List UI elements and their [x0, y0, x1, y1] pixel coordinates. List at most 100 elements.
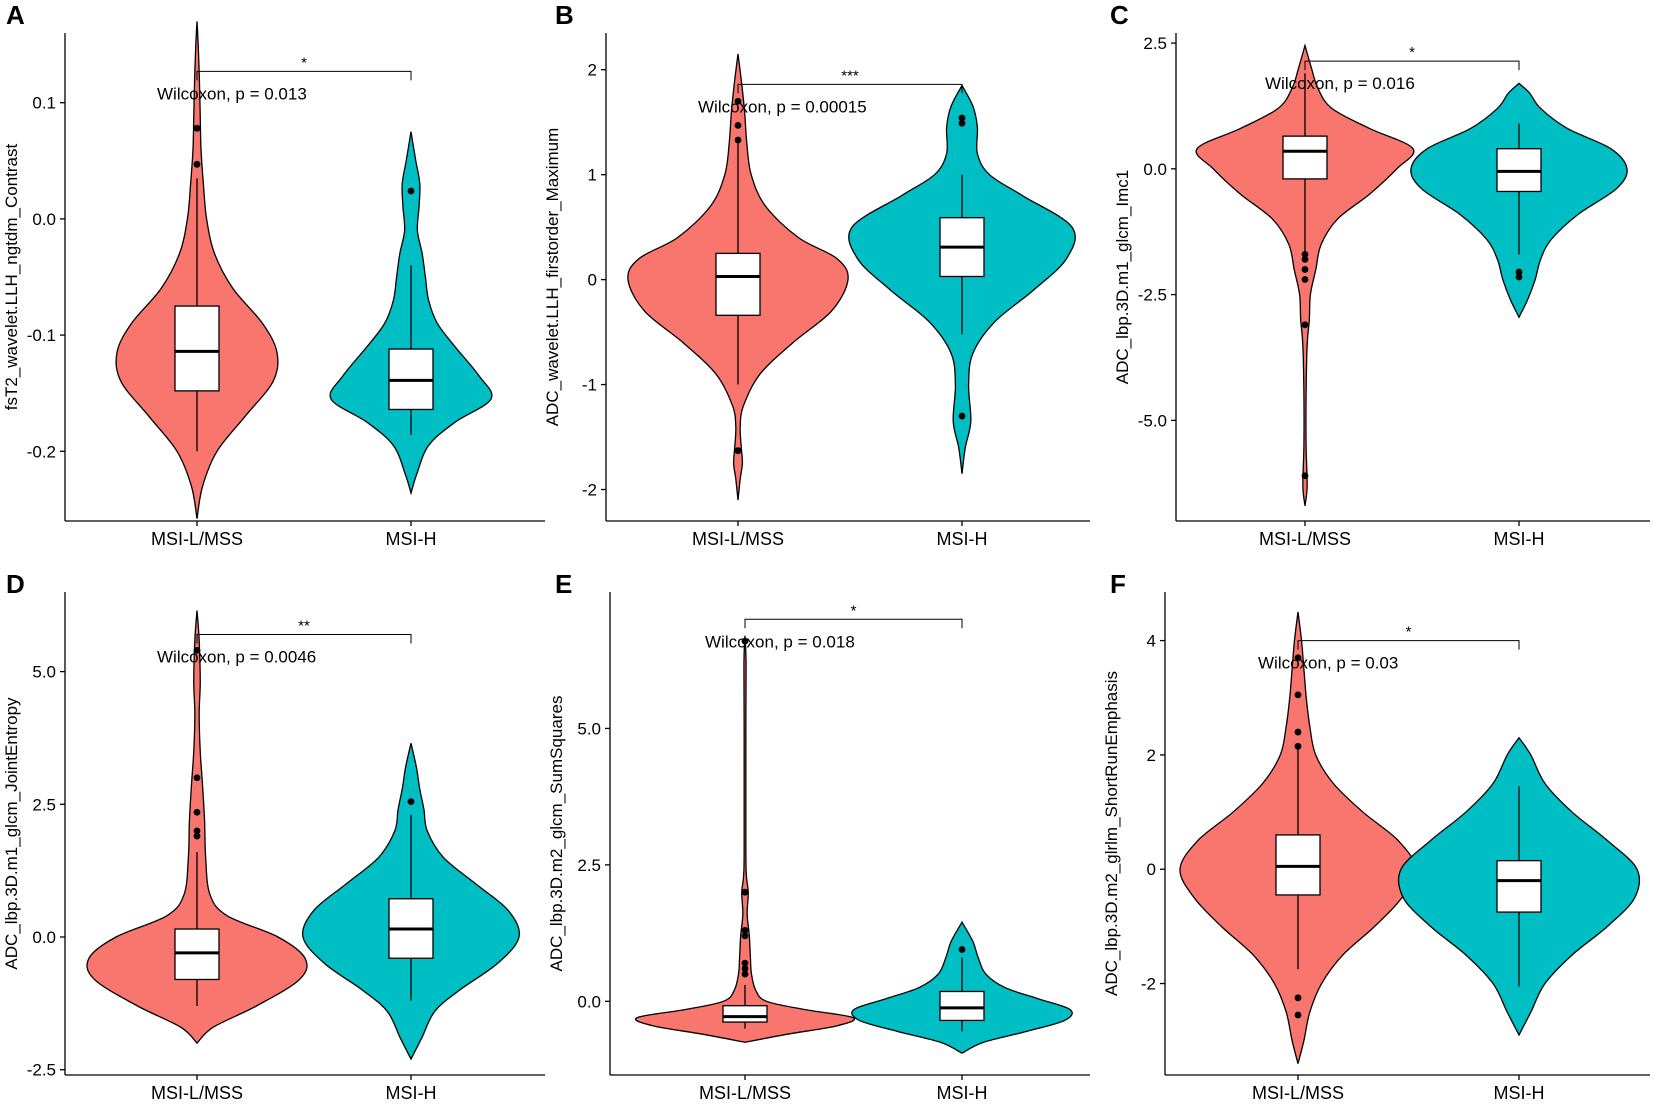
outlier-point [193, 160, 201, 168]
y-tick-label: 5.0 [577, 719, 601, 738]
significance-bracket [1304, 60, 1520, 71]
outlier-point [1294, 994, 1302, 1002]
outlier-point [193, 827, 201, 835]
panel-d: D 5.0 2.5 0.0 -2.5 MSI-L/MSS MSI-H ADC_lbp.3D.m… [2, 569, 545, 1103]
significance-stars: * [1406, 624, 1412, 641]
wilcoxon-annotation: Wilcoxon, p = 0.00015 [698, 97, 867, 116]
y-tick-label: 2.5 [577, 856, 601, 875]
outlier-point [741, 965, 749, 972]
outlier-point [1301, 276, 1309, 283]
outlier-point [958, 114, 966, 122]
panel-letter: F [1110, 569, 1126, 599]
significance-bracket [744, 618, 963, 629]
y-tick-label: 0.0 [32, 928, 56, 947]
outlier-point [1294, 691, 1302, 699]
outlier-point [1301, 255, 1309, 263]
y-tick-label: 4 [1147, 632, 1156, 651]
y-tick-label: -1 [582, 376, 597, 395]
box-iqr [1282, 135, 1328, 180]
outlier-point [741, 932, 749, 940]
box-iqr [1496, 860, 1542, 913]
y-tick-label: -2.5 [27, 1061, 56, 1080]
y-tick-label: 2 [588, 61, 597, 80]
outlier-point [1294, 742, 1302, 750]
y-axis-title: ADC_lbp.3D.m1_glcm_JointEntropy [2, 697, 21, 970]
x-category-label: MSI-H [1494, 1083, 1545, 1103]
significance-bracket [737, 83, 963, 94]
y-tick-label: 0.0 [32, 210, 56, 229]
x-category-label: MSI-H [1494, 529, 1545, 549]
outlier-point [193, 808, 201, 816]
outlier-point [741, 926, 749, 934]
outlier-point [1301, 472, 1309, 480]
y-axis-title: ADC_wavelet.LLH_firstorder_Maximum [543, 128, 562, 427]
outlier-point [1294, 654, 1302, 662]
y-tick-label: 2.5 [32, 795, 56, 814]
panel-letter: B [555, 0, 574, 30]
x-category-label: MSI-L/MSS [1259, 529, 1351, 549]
wilcoxon-annotation: Wilcoxon, p = 0.0046 [157, 647, 316, 666]
outlier-point [1515, 268, 1523, 276]
box-iqr [715, 252, 761, 316]
outlier-point [407, 187, 415, 195]
outlier-point [741, 959, 749, 967]
significance-stars: * [301, 54, 307, 71]
outlier-point [734, 447, 742, 455]
outlier-point [741, 970, 749, 978]
outlier-point [741, 888, 749, 896]
outlier-point [958, 119, 966, 127]
y-tick-label: -2 [582, 481, 597, 500]
y-tick-label: -0.2 [27, 442, 56, 461]
x-category-label: MSI-H [386, 529, 437, 549]
significance-stars: *** [841, 67, 859, 84]
significance-bracket [1297, 640, 1520, 650]
outlier-point [958, 946, 966, 953]
x-category-label: MSI-L/MSS [692, 529, 784, 549]
significance-stars: * [851, 602, 857, 619]
outlier-point [1294, 1011, 1302, 1019]
x-category-label: MSI-L/MSS [151, 529, 243, 549]
x-category-label: MSI-H [937, 529, 988, 549]
y-axis-title: ADC_lbp.3D.m2_glcm_SumSquares [547, 696, 566, 972]
wilcoxon-annotation: Wilcoxon, p = 0.013 [157, 84, 307, 103]
y-tick-label: 0 [1147, 860, 1156, 879]
outlier-point [1515, 273, 1523, 281]
outlier-point [1301, 321, 1309, 329]
violin-msi-l-mss [1195, 43, 1415, 506]
y-tick-label: 1 [588, 166, 597, 185]
outlier-point [193, 832, 201, 840]
panel-b: B 2 1 0 -1 -2 MSI-L/MSS MSI-H ADC_wavelet.LLH_fi… [543, 0, 1090, 549]
outlier-point [193, 774, 201, 782]
violin-msi-l-mss [86, 610, 308, 1045]
y-tick-label: -0.1 [27, 326, 56, 345]
y-tick-label: 5.0 [32, 663, 56, 682]
y-tick-label: -5.0 [1138, 411, 1167, 430]
panel-e: E 5.0 2.5 0.0 MSI-L/MSS MSI-H ADC_lbp.3D.m2_gl… [547, 569, 1090, 1103]
outlier-point [958, 412, 966, 420]
y-tick-label: 2.5 [1143, 34, 1167, 53]
significance-stars: ** [298, 617, 310, 634]
outlier-point [193, 646, 201, 654]
panel-letter: C [1110, 0, 1129, 30]
y-tick-label: -2.5 [1138, 286, 1167, 305]
outlier-point [741, 637, 749, 645]
significance-stars: * [1409, 44, 1415, 61]
outlier-point [407, 798, 415, 806]
wilcoxon-annotation: Wilcoxon, p = 0.016 [1265, 74, 1415, 93]
y-tick-label: 0.0 [1143, 160, 1167, 179]
panel-a: A 0.1 0.0 -0.1 -0.2 MSI-L/MSS MSI-H fsT2_wavele… [2, 0, 545, 549]
y-tick-label: 2 [1147, 746, 1156, 765]
panel-letter: E [555, 569, 572, 599]
box-iqr [939, 990, 985, 1022]
significance-bracket [196, 633, 412, 644]
violin-msi-l-mss [635, 635, 855, 1043]
outlier-point [193, 124, 201, 132]
significance-bracket [196, 70, 412, 81]
outlier-point [1301, 266, 1309, 273]
panel-f: F 4 2 0 -2 MSI-L/MSS MSI-H ADC_lbp.3D.m2_glrlm_… [1102, 569, 1650, 1103]
wilcoxon-annotation: Wilcoxon, p = 0.03 [1258, 654, 1398, 673]
x-category-label: MSI-L/MSS [1252, 1083, 1344, 1103]
x-category-label: MSI-L/MSS [699, 1083, 791, 1103]
outlier-point [734, 136, 742, 144]
